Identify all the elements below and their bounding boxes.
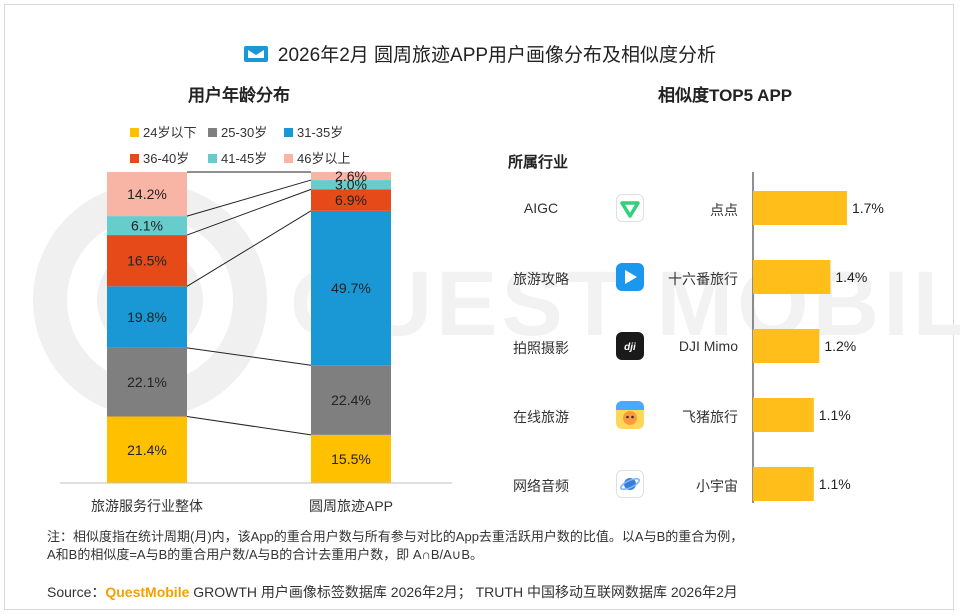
industry-label-aigc: AIGC [523,200,559,216]
similarity-bar [753,260,831,294]
age-connector-line [186,210,312,287]
age-segment-label: 2.6% [335,168,367,184]
app-name-fliggy: 飞猪旅行 [682,409,738,425]
diandian-icon [616,194,644,222]
age-bar-segment [311,172,391,181]
legend-swatch [284,154,293,163]
similarity-bar [753,329,820,363]
legend-swatch [208,128,217,137]
age-bar-segment [311,434,391,483]
svg-text:dji: dji [624,342,636,353]
age-segment-label: 22.1% [127,374,167,390]
age-segment-label: 6.9% [335,192,367,208]
similarity-value-label: 1.1% [819,476,851,492]
similarity-section-title: 相似度TOP5 APP [658,86,793,105]
age-segment-label: 3.0% [335,177,367,193]
age-segment-label: 22.4% [331,392,371,408]
age-segment-label: 49.7% [331,280,371,296]
industry-label-photography: 拍照摄影 [513,340,569,356]
age-bar-segment [107,216,187,236]
similarity-value-label: 1.7% [852,200,884,216]
shiliufan-icon [616,263,644,291]
footnote-line1: 注：相似度指在统计周期(月)内，该App的重合用户数与所有参与对比的App去重活… [47,529,744,544]
age-connector-line [186,416,312,436]
similarity-value-label: 1.2% [824,338,856,354]
age-connector-line [186,179,312,217]
legend-under24: 24岁以下 [130,122,196,141]
age-bar-segment [107,235,187,287]
age-bar-segment [311,189,391,211]
age-category-label: 旅游服务行业整体 [91,498,203,514]
xiaoyuzhou-icon [616,470,644,498]
legend-over46: 46岁以上 [284,148,350,167]
similarity-value-label: 1.4% [835,269,867,285]
age-bar-segment [107,286,187,348]
age-bar-segment [311,210,391,366]
age-bar-segment [107,416,187,483]
industry-header: 所属行业 [508,154,569,171]
age-bar-segment [311,180,391,190]
age-segment-label: 21.4% [127,442,167,458]
age-segment-label: 16.5% [127,253,167,269]
app-name-diandian: 点点 [710,202,738,218]
legend-41-45: 41-45岁 [208,148,267,167]
source-brand: QuestMobile [105,584,190,600]
footnote-line2: A和B的相似度=A与B的重合用户数/A与B的合计去重用户数，即 A∩B/A∪B。 [47,547,483,562]
similarity-bar [753,467,814,501]
legend-swatch [208,154,217,163]
source-text: GROWTH 用户画像标签数据库 2026年2月； TRUTH 中国移动互联网数… [189,584,738,600]
chart-frame [4,4,954,610]
legend-31-35: 31-35岁 [284,122,343,141]
similarity-value-label: 1.1% [819,407,851,423]
legend-swatch [284,128,293,137]
app-name-shiliufan: 十六番旅行 [668,271,738,287]
industry-label-audio: 网络音频 [513,478,569,494]
legend-swatch [130,154,139,163]
similarity-bar [753,191,847,225]
legend-36-40: 36-40岁 [130,148,189,167]
source-prefix: Source： [47,584,106,600]
source-line: Source：QuestMobile GROWTH 用户画像标签数据库 2026… [47,582,738,602]
age-segment-label: 6.1% [131,218,163,234]
app-name-xiaoyuzhou: 小宇宙 [696,478,738,494]
chart-title-text: 2026年2月 圆周旅迹APP用户画像分布及相似度分析 [277,45,717,66]
age-bar-segment [107,347,187,417]
age-segment-label: 15.5% [331,451,371,467]
dji-icon: dji [616,332,644,360]
chart-title: 2026年2月 圆周旅迹APP用户画像分布及相似度分析 [0,40,960,67]
age-section-title: 用户年龄分布 [188,86,290,105]
age-category-label: 圆周旅迹APP [309,498,393,514]
similarity-bar [753,398,814,432]
age-connector-line [186,347,312,366]
footnote: 注：相似度指在统计周期(月)内，该App的重合用户数与所有参与对比的App去重活… [47,528,917,564]
questmobile-logo-icon [243,46,268,62]
legend-25-30: 25-30岁 [208,122,267,141]
industry-label-travel-guide: 旅游攻略 [513,271,569,287]
age-bar-segment [311,365,391,435]
industry-label-online-travel: 在线旅游 [513,409,569,425]
fliggy-icon [616,401,644,429]
app-name-dji-mimo: DJI Mimo [678,338,738,354]
legend-swatch [130,128,139,137]
age-segment-label: 19.8% [127,309,167,325]
age-connector-line [186,188,312,236]
age-bar-segment [107,172,187,217]
age-segment-label: 14.2% [127,186,167,202]
